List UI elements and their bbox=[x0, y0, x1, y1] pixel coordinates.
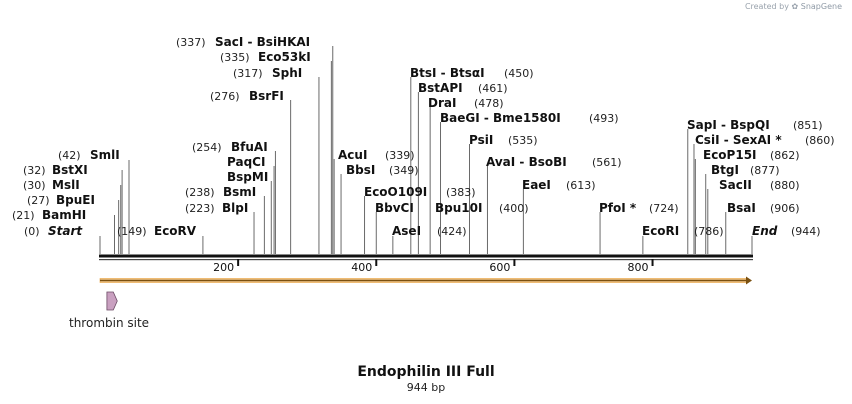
site-position-label: (561) bbox=[592, 156, 622, 169]
site-name-label: SacI - BsiHKAI bbox=[215, 35, 310, 49]
site-name-label: AseI bbox=[392, 224, 421, 238]
site-name-label: BtsI - BtsαI bbox=[410, 66, 485, 80]
ruler-line-bottom bbox=[99, 259, 753, 261]
site-name-label: BbvCI bbox=[375, 201, 414, 215]
site-position-label: (317) bbox=[233, 67, 263, 80]
site-position-label: (535) bbox=[508, 134, 538, 147]
site-position-label: (276) bbox=[210, 90, 240, 103]
site-name-label: BspMI bbox=[227, 170, 268, 184]
site-name-label: PsiI bbox=[469, 133, 493, 147]
ruler-line-top bbox=[99, 254, 753, 258]
site-labels: Start(0)BamHI(21)BpuEI(27)MslI(30)BstXI(… bbox=[12, 35, 835, 238]
site-position-label: (877) bbox=[750, 164, 780, 177]
site-name-label: SacII bbox=[719, 178, 752, 192]
ruler-tick bbox=[513, 259, 516, 266]
site-name-label: BfuAI bbox=[231, 140, 268, 154]
map-title: Endophilin III Full bbox=[357, 364, 495, 380]
site-position-label: (21) bbox=[12, 209, 35, 222]
site-position-label: (0) bbox=[24, 225, 40, 238]
site-name-label: BsmI bbox=[223, 185, 256, 199]
site-name-label: DraI bbox=[428, 96, 456, 110]
site-name-label: EcoO109I bbox=[364, 185, 427, 199]
site-position-label: (400) bbox=[499, 202, 529, 215]
site-name-label: BbsI bbox=[346, 163, 375, 177]
site-name-label: BstAPI bbox=[418, 81, 463, 95]
site-position-label: (27) bbox=[27, 194, 50, 207]
site-position-label: (613) bbox=[566, 179, 596, 192]
site-name-label: BstXI bbox=[52, 163, 88, 177]
site-name-label: EcoRV bbox=[154, 224, 197, 238]
site-name-label: EcoRI bbox=[642, 224, 679, 238]
site-position-label: (851) bbox=[793, 119, 823, 132]
ruler-tick-label: 400 bbox=[351, 261, 372, 274]
ruler-tick bbox=[651, 259, 654, 266]
sequence-direction-arrow bbox=[746, 276, 752, 285]
site-position-label: (30) bbox=[23, 179, 46, 192]
site-position-label: (335) bbox=[220, 51, 250, 64]
site-position-label: (786) bbox=[694, 225, 724, 238]
feature-arrow bbox=[106, 291, 118, 311]
credit-created-by: Created by bbox=[744, 2, 789, 11]
site-name-label: SmlI bbox=[90, 148, 120, 162]
snapgene-logo-icon: ✿ bbox=[791, 2, 799, 11]
site-name-label: AvaI - BsoBI bbox=[486, 155, 567, 169]
site-leader-lines bbox=[99, 46, 753, 254]
site-name-label: BtgI bbox=[711, 163, 739, 177]
site-name-label: Start bbox=[48, 224, 83, 238]
sequence-ruler: 200 400 600 800 bbox=[99, 254, 753, 274]
site-position-label: (906) bbox=[770, 202, 800, 215]
site-position-label: (349) bbox=[389, 164, 419, 177]
ruler-tick bbox=[237, 259, 240, 266]
site-position-label: (424) bbox=[437, 225, 467, 238]
site-position-label: (223) bbox=[185, 202, 215, 215]
site-position-label: (32) bbox=[23, 164, 46, 177]
ruler-tick-label: 800 bbox=[628, 261, 649, 274]
site-name-label: SapI - BspQI bbox=[687, 118, 770, 132]
snapgene-credit: Created by ✿ SnapGene bbox=[745, 2, 842, 11]
site-position-label: (461) bbox=[478, 82, 508, 95]
site-position-label: (860) bbox=[805, 134, 835, 147]
site-position-label: (880) bbox=[770, 179, 800, 192]
site-name-label: BaeGI - Bme1580I bbox=[440, 111, 561, 125]
site-name-label: BsrFI bbox=[249, 89, 284, 103]
feature-label: thrombin site bbox=[69, 316, 149, 330]
site-position-label: (478) bbox=[474, 97, 504, 110]
map-length: 944 bp bbox=[406, 381, 446, 394]
site-position-label: (724) bbox=[649, 202, 679, 215]
ruler-tick-label: 200 bbox=[213, 261, 234, 274]
site-name-label: End bbox=[752, 224, 778, 238]
site-position-label: (337) bbox=[176, 36, 206, 49]
site-name-label: CsiI - SexAI * bbox=[695, 133, 782, 147]
site-position-label: (450) bbox=[504, 67, 534, 80]
site-position-label: (862) bbox=[770, 149, 800, 162]
site-name-label: PaqCI bbox=[227, 155, 265, 169]
site-position-label: (149) bbox=[117, 225, 147, 238]
site-name-label: EaeI bbox=[522, 178, 551, 192]
site-name-label: BlpI bbox=[222, 201, 248, 215]
site-position-label: (493) bbox=[589, 112, 619, 125]
site-name-label: Bpu10I bbox=[435, 201, 482, 215]
site-name-label: EcoP15I bbox=[703, 148, 757, 162]
ruler-tick-label: 600 bbox=[489, 261, 510, 274]
site-name-label: BsaI bbox=[727, 201, 756, 215]
site-position-label: (254) bbox=[192, 141, 222, 154]
site-position-label: (238) bbox=[185, 186, 215, 199]
site-name-label: AcuI bbox=[338, 148, 367, 162]
site-name-label: PfoI * bbox=[599, 201, 637, 215]
credit-brand: SnapGene bbox=[800, 2, 842, 11]
site-position-label: (42) bbox=[58, 149, 81, 162]
site-position-label: (383) bbox=[446, 186, 476, 199]
site-position-label: (339) bbox=[385, 149, 415, 162]
site-position-label: (944) bbox=[791, 225, 821, 238]
site-name-label: MslI bbox=[52, 178, 80, 192]
ruler-tick bbox=[375, 259, 378, 266]
site-name-label: SphI bbox=[272, 66, 302, 80]
site-name-label: BpuEI bbox=[56, 193, 95, 207]
site-name-label: Eco53kI bbox=[258, 50, 311, 64]
site-name-label: BamHI bbox=[42, 208, 86, 222]
feature-track: thrombin site bbox=[69, 276, 752, 330]
